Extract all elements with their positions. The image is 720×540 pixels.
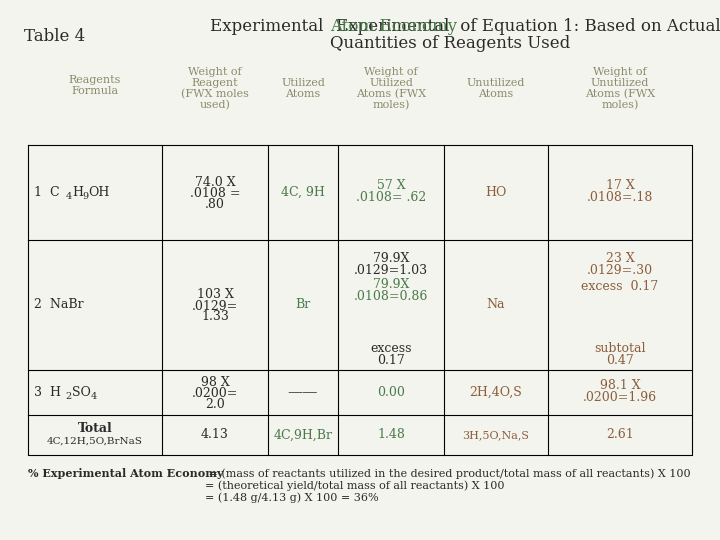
- Text: 4: 4: [91, 392, 97, 401]
- Text: 3  H: 3 H: [34, 386, 61, 399]
- Text: 4C,9H,Br: 4C,9H,Br: [274, 429, 333, 442]
- Text: % Experimental Atom Economy: % Experimental Atom Economy: [28, 468, 223, 479]
- Text: = (1.48 g/4.13 g) X 100 = 36%: = (1.48 g/4.13 g) X 100 = 36%: [205, 492, 379, 503]
- Text: 17 X: 17 X: [606, 179, 634, 192]
- Text: Atom Economy: Atom Economy: [330, 18, 457, 35]
- Text: 1  C: 1 C: [34, 186, 60, 199]
- Text: excess: excess: [370, 341, 412, 354]
- Text: Quantities of Reagents Used: Quantities of Reagents Used: [330, 35, 570, 52]
- Text: Experimental: Experimental: [210, 18, 328, 35]
- Text: 2  NaBr: 2 NaBr: [34, 299, 84, 312]
- Text: Utilized: Utilized: [281, 78, 325, 88]
- Text: 79.9X: 79.9X: [373, 278, 409, 291]
- Text: 23 X: 23 X: [606, 252, 634, 265]
- Text: 0.17: 0.17: [377, 354, 405, 367]
- Text: = (theoretical yield/total mass of all reactants) X 100: = (theoretical yield/total mass of all r…: [205, 480, 505, 490]
- Text: of Equation 1: Based on Actual: of Equation 1: Based on Actual: [455, 18, 720, 35]
- Text: 4C,12H,5O,BrNaS: 4C,12H,5O,BrNaS: [47, 436, 143, 446]
- Text: Formula: Formula: [71, 86, 119, 96]
- Text: 2H,4O,S: 2H,4O,S: [469, 386, 523, 399]
- Text: (FWX moles: (FWX moles: [181, 89, 249, 99]
- Text: Weight of: Weight of: [593, 67, 647, 77]
- Text: 0.47: 0.47: [606, 354, 634, 367]
- Text: .0108=0.86: .0108=0.86: [354, 289, 428, 302]
- Text: subtotal: subtotal: [594, 341, 646, 354]
- Text: 4: 4: [66, 192, 72, 201]
- Text: Reagents: Reagents: [69, 75, 121, 85]
- Text: Reagent: Reagent: [192, 78, 238, 88]
- Text: Unutilized: Unutilized: [467, 78, 525, 88]
- Text: = (mass of reactants utilized in the desired product/total mass of all reactants: = (mass of reactants utilized in the des…: [205, 468, 690, 478]
- Text: 79.9X: 79.9X: [373, 252, 409, 265]
- Text: Atoms: Atoms: [478, 89, 513, 99]
- Text: 103 X: 103 X: [197, 288, 233, 301]
- Text: 74.0 X: 74.0 X: [194, 176, 235, 189]
- Text: Br: Br: [295, 299, 310, 312]
- Text: .0129=.30: .0129=.30: [587, 264, 653, 276]
- Text: .0129=: .0129=: [192, 300, 238, 313]
- Text: Total: Total: [78, 422, 112, 435]
- Text: 2.61: 2.61: [606, 429, 634, 442]
- Text: moles): moles): [372, 100, 410, 110]
- Text: 2: 2: [65, 392, 71, 401]
- Text: 1.33: 1.33: [201, 310, 229, 323]
- Text: OH: OH: [88, 186, 109, 199]
- Text: excess  0.17: excess 0.17: [581, 280, 659, 293]
- Text: Atoms (FWX: Atoms (FWX: [585, 89, 655, 99]
- Text: moles): moles): [601, 100, 639, 110]
- Text: 0.00: 0.00: [377, 386, 405, 399]
- Text: SO: SO: [72, 386, 91, 399]
- Text: .0200=1.96: .0200=1.96: [583, 391, 657, 404]
- Text: 1.48: 1.48: [377, 429, 405, 442]
- Text: .0108 =: .0108 =: [190, 187, 240, 200]
- Text: Experimental: Experimental: [336, 18, 455, 35]
- Text: Atoms (FWX: Atoms (FWX: [356, 89, 426, 99]
- Text: 4C, 9H: 4C, 9H: [281, 186, 325, 199]
- Text: 4.13: 4.13: [201, 429, 229, 442]
- Text: 98.1 X: 98.1 X: [600, 379, 640, 392]
- Text: .0108=.18: .0108=.18: [587, 191, 653, 204]
- Text: HO: HO: [485, 186, 507, 199]
- Text: Utilized: Utilized: [369, 78, 413, 88]
- Text: 3H,5O,Na,S: 3H,5O,Na,S: [462, 430, 529, 440]
- Text: .80: .80: [205, 198, 225, 211]
- Text: 98 X: 98 X: [201, 376, 230, 389]
- Text: .0200=: .0200=: [192, 387, 238, 400]
- Text: Table 4: Table 4: [24, 28, 86, 45]
- Text: Unutilized: Unutilized: [591, 78, 649, 88]
- Text: .0129=1.03: .0129=1.03: [354, 264, 428, 276]
- Text: ——: ——: [288, 386, 318, 400]
- Text: 57 X: 57 X: [377, 179, 405, 192]
- Text: 9: 9: [82, 192, 88, 201]
- Text: used): used): [199, 100, 230, 110]
- Text: Weight of: Weight of: [364, 67, 418, 77]
- Text: Weight of: Weight of: [188, 67, 242, 77]
- Text: .0108= .62: .0108= .62: [356, 191, 426, 204]
- Text: Atoms: Atoms: [285, 89, 320, 99]
- Text: Na: Na: [487, 299, 505, 312]
- Text: 2.0: 2.0: [205, 398, 225, 411]
- Text: H: H: [72, 186, 83, 199]
